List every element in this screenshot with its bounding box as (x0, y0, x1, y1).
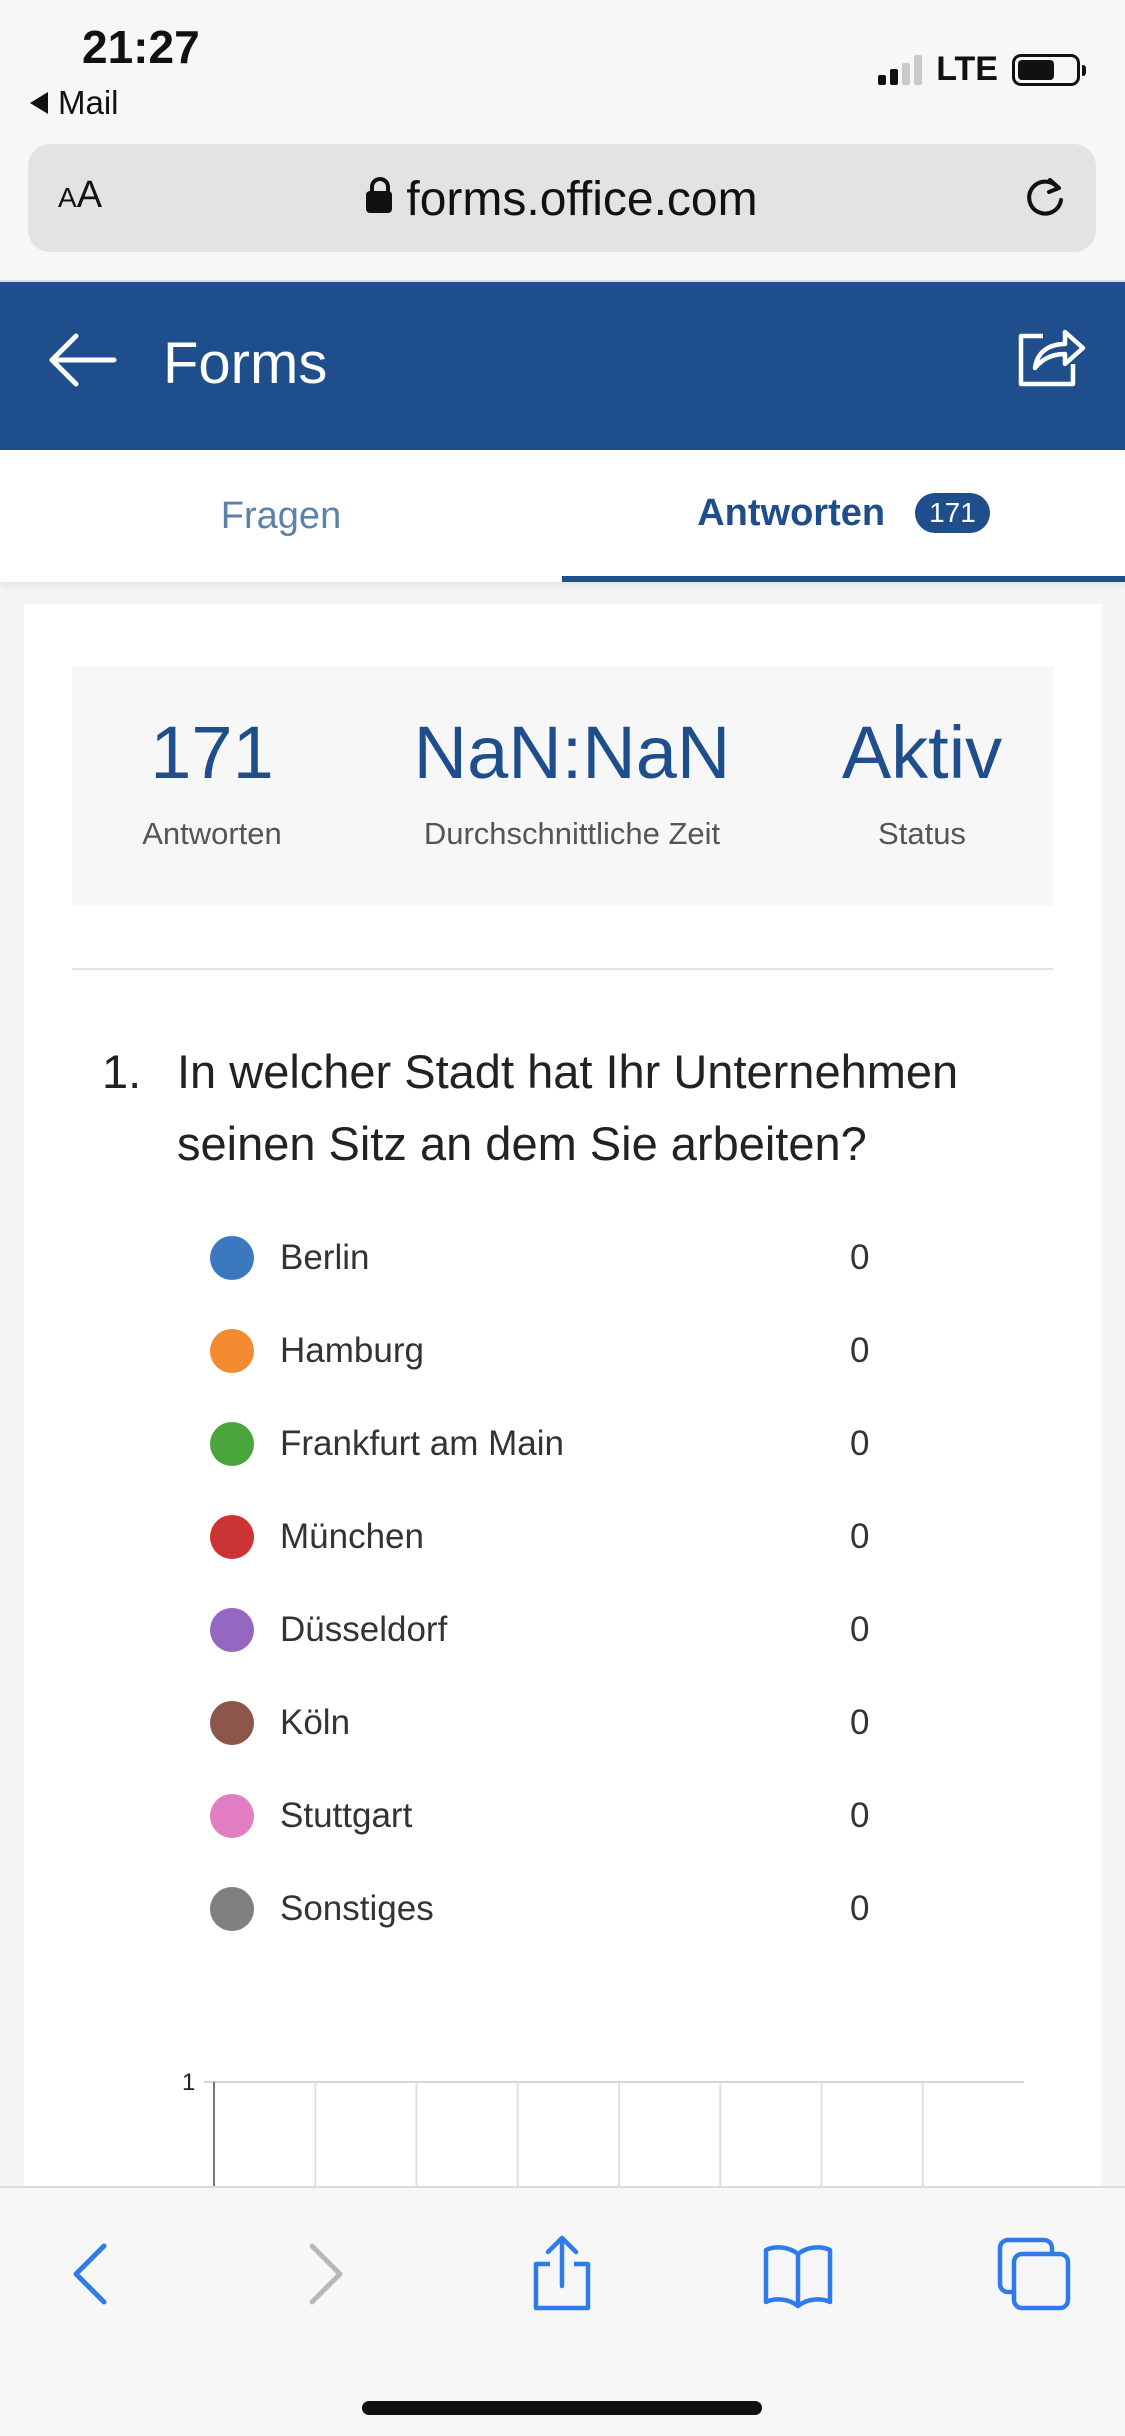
responses-value: 171 (150, 711, 274, 794)
back-triangle-icon (30, 92, 48, 114)
question-heading: 1. In welcher Stadt hat Ihr Unternehmen … (102, 1036, 1022, 1180)
tabs-icon[interactable] (994, 2234, 1074, 2314)
legend-item: Hamburg 0 (210, 1321, 910, 1414)
status-label: Status (878, 816, 966, 851)
home-indicator[interactable] (362, 2401, 762, 2415)
address-bar[interactable]: AA forms.office.com (28, 144, 1096, 252)
responses-card: 171 Antworten NaN:NaN Durchschnittliche … (24, 604, 1101, 2436)
legend-count: 0 (850, 1331, 870, 1370)
legend-item: Köln 0 (210, 1693, 910, 1786)
legend-color-dot (210, 1236, 254, 1280)
legend-count: 0 (850, 1610, 870, 1649)
summary-panel: 171 Antworten NaN:NaN Durchschnittliche … (72, 666, 1053, 906)
lock-icon (366, 177, 393, 213)
legend-item: München 0 (210, 1507, 910, 1600)
url-field[interactable]: forms.office.com (28, 172, 1096, 227)
legend-label: Köln (280, 1703, 351, 1742)
app-title: Forms (163, 331, 328, 396)
back-to-app-link[interactable]: Mail (30, 84, 119, 122)
tab-bar: Fragen Antworten 171 (0, 450, 1125, 582)
url-text: forms.office.com (406, 173, 758, 226)
legend-color-dot (210, 1329, 254, 1373)
legend-color-dot (210, 1887, 254, 1931)
average-time-value: NaN:NaN (413, 711, 731, 794)
tab-antworten[interactable]: Antworten 171 (562, 450, 1125, 582)
browser-address-area: AA forms.office.com (0, 140, 1125, 282)
app-header: Forms (0, 282, 1125, 450)
responses-label: Antworten (142, 816, 282, 851)
legend-label: Sonstiges (280, 1889, 434, 1928)
legend-label: Berlin (280, 1238, 370, 1277)
signal-icon (878, 54, 923, 85)
legend-color-dot (210, 1701, 254, 1745)
legend-label: Hamburg (280, 1331, 424, 1370)
browser-back-icon[interactable] (52, 2234, 132, 2314)
legend-color-dot (210, 1608, 254, 1652)
tab-fragen[interactable]: Fragen (0, 450, 562, 582)
y-tick-label: 1 (182, 2069, 195, 2096)
legend-label: München (280, 1517, 424, 1556)
bookmarks-icon[interactable] (758, 2234, 838, 2314)
question-text: In welcher Stadt hat Ihr Unternehmen sei… (177, 1045, 959, 1170)
back-arrow-icon[interactable] (44, 322, 120, 398)
legend-color-dot (210, 1794, 254, 1838)
legend-count: 0 (850, 1703, 870, 1742)
reload-icon[interactable] (1020, 172, 1070, 222)
browser-share-icon[interactable] (522, 2234, 602, 2314)
browser-forward-icon[interactable] (284, 2234, 364, 2314)
legend-item: Berlin 0 (210, 1228, 910, 1321)
legend-item: Frankfurt am Main 0 (210, 1414, 910, 1507)
question-number: 1. (102, 1045, 142, 1098)
status-value: Aktiv (841, 711, 1003, 794)
response-count-badge: 171 (915, 493, 990, 533)
legend-item: Sonstiges 0 (210, 1879, 910, 1972)
divider (72, 968, 1053, 970)
legend-color-dot (210, 1422, 254, 1466)
legend-item: Stuttgart 0 (210, 1786, 910, 1879)
battery-icon (1012, 53, 1086, 86)
legend-color-dot (210, 1515, 254, 1559)
tab-fragen-label: Fragen (220, 494, 342, 537)
stat-average-time: NaN:NaN Durchschnittliche Zeit (382, 716, 762, 852)
legend-count: 0 (850, 1238, 870, 1277)
responses-bar-chart: 1 (182, 2069, 1024, 2244)
text-size-button[interactable]: AA (58, 174, 103, 216)
average-time-label: Durchschnittliche Zeit (423, 816, 721, 851)
stat-status: Aktiv Status (822, 716, 1022, 852)
legend-label: Düsseldorf (280, 1610, 448, 1649)
legend-item: Düsseldorf 0 (210, 1600, 910, 1693)
back-app-label: Mail (58, 84, 119, 121)
status-indicators: LTE (878, 50, 1086, 89)
clock: 21:27 (82, 21, 200, 73)
legend-count: 0 (850, 1424, 870, 1463)
legend-count: 0 (850, 1796, 870, 1835)
answer-legend: Berlin 0 Hamburg 0 Frankfurt am Main 0 München… (210, 1228, 910, 1972)
share-icon[interactable] (1013, 318, 1087, 392)
network-label: LTE (936, 50, 998, 88)
tab-antworten-label: Antworten (697, 491, 886, 534)
status-bar: 21:27 Mail LTE (0, 0, 1125, 140)
legend-label: Stuttgart (280, 1796, 413, 1835)
browser-toolbar (0, 2186, 1125, 2436)
legend-count: 0 (850, 1517, 870, 1556)
legend-label: Frankfurt am Main (280, 1424, 564, 1463)
legend-count: 0 (850, 1889, 870, 1928)
stat-responses: 171 Antworten (112, 716, 312, 852)
